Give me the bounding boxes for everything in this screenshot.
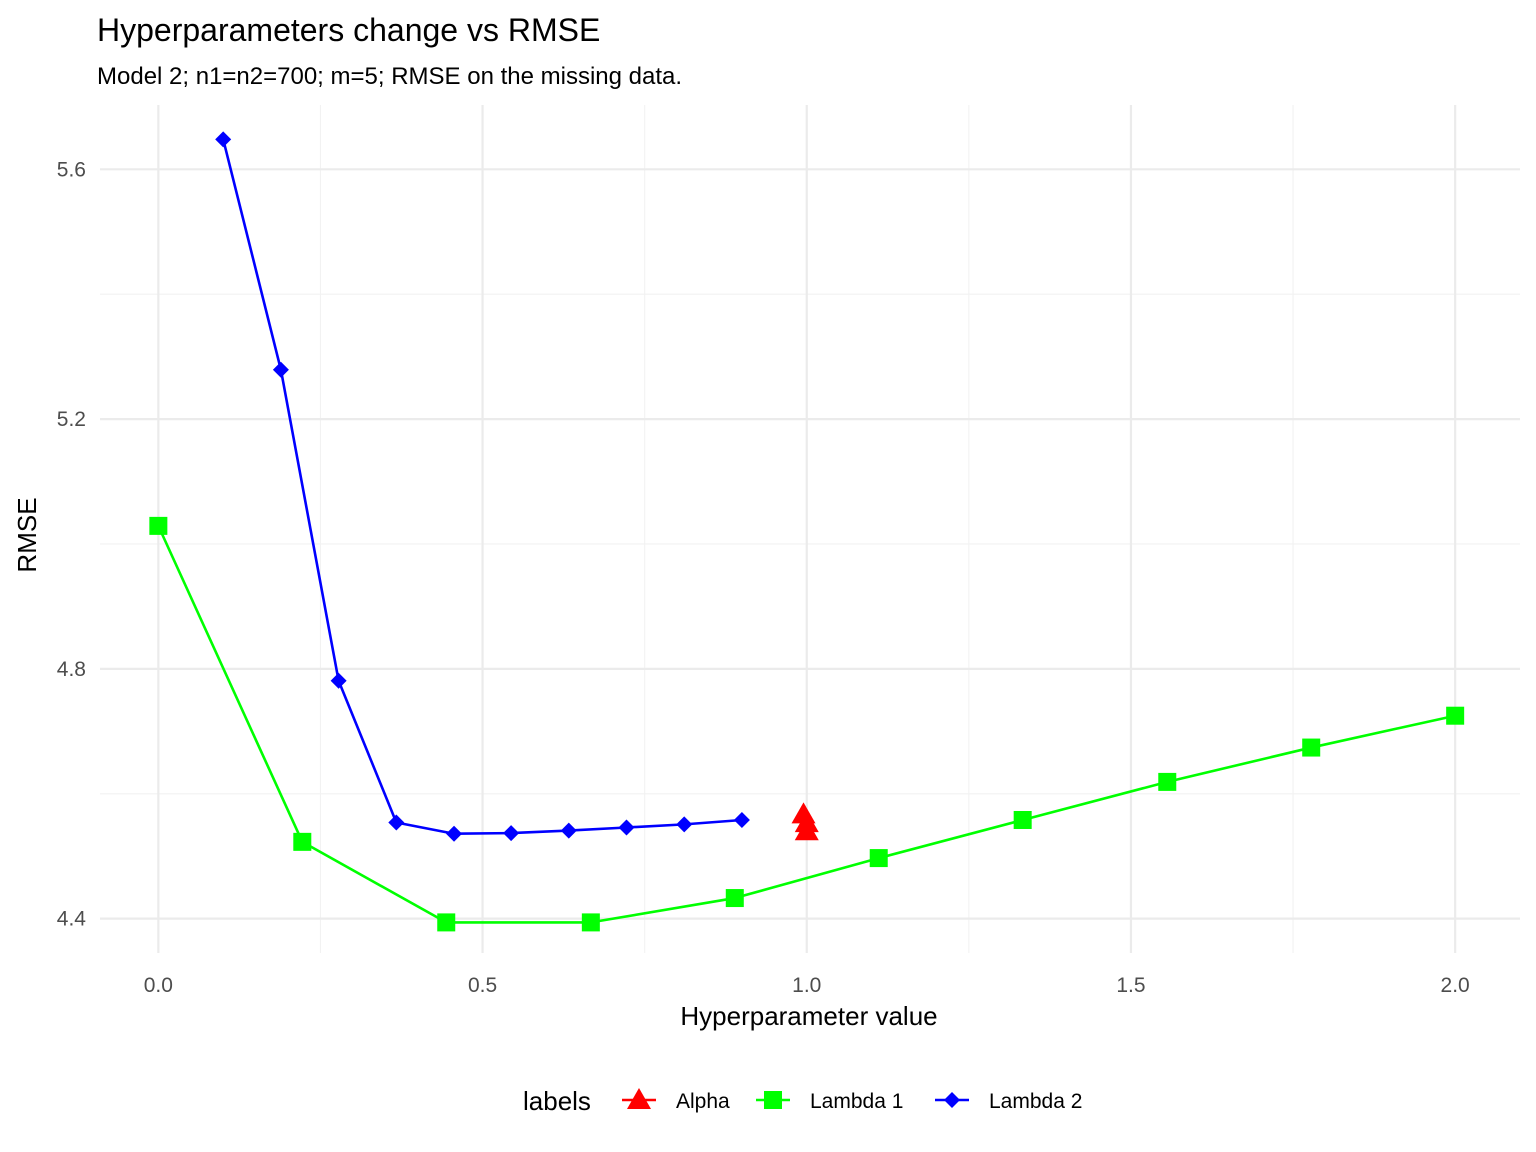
lambda-1-point	[1302, 738, 1321, 757]
y-tick-label: 5.6	[57, 158, 86, 181]
legend-label-lambda-1: Lambda 1	[810, 1090, 903, 1113]
x-tick-label: 2.0	[1441, 974, 1470, 997]
legend-key-lambda-2-marker	[944, 1092, 960, 1108]
alpha-point	[794, 819, 819, 841]
series-points	[149, 131, 1465, 932]
x-axis-tick-labels: 0.0 0.5 1.0 1.5 2.0	[144, 974, 1470, 997]
lambda-2-point	[446, 825, 463, 842]
chart-subtitle: Model 2; n1=n2=700; m=5; RMSE on the mis…	[97, 63, 682, 90]
lambda-2-point	[503, 825, 520, 842]
lambda-1-point	[293, 832, 312, 851]
lambda-2-line	[221, 139, 743, 836]
series-lines	[157, 139, 1456, 924]
legend-title: labels	[523, 1086, 591, 1116]
legend-label-lambda-2: Lambda 2	[989, 1090, 1082, 1113]
x-tick-label: 1.5	[1116, 974, 1145, 997]
y-tick-label: 4.8	[57, 658, 86, 681]
lambda-1-line	[157, 525, 1456, 924]
lambda-2-point	[215, 131, 232, 148]
lambda-2-point	[330, 672, 347, 689]
legend-key-lambda-1-marker	[764, 1091, 782, 1109]
x-tick-label: 0.0	[144, 974, 173, 997]
lambda-2-point	[560, 822, 577, 839]
x-axis-title: Hyperparameter value	[680, 1001, 937, 1031]
y-tick-label: 5.2	[57, 408, 86, 431]
legend-key-alpha-marker	[627, 1088, 651, 1109]
chart-title: Hyperparameters change vs RMSE	[97, 12, 600, 48]
lambda-1-point	[1446, 706, 1465, 725]
x-tick-label: 0.5	[468, 974, 497, 997]
legend-keys: Alpha Lambda 1 Lambda 2	[622, 1088, 1082, 1113]
lambda-2-point	[733, 811, 750, 828]
lambda-2-point	[676, 816, 693, 833]
lambda-2-point	[388, 814, 405, 831]
legend: labels Alpha Lambda 1 Lambda 2	[523, 1086, 1082, 1116]
grid-lines	[100, 105, 1520, 953]
lambda-1-point	[437, 913, 456, 932]
y-axis-title: RMSE	[12, 497, 42, 572]
lambda-1-point	[725, 889, 744, 908]
lambda-1-point	[1158, 772, 1177, 791]
y-tick-label: 4.4	[57, 908, 87, 931]
lambda-1-point	[1013, 810, 1032, 829]
lambda-1-point	[869, 849, 888, 868]
lambda-1-point	[581, 913, 600, 932]
lambda-1-point	[149, 516, 168, 535]
lambda-2-point	[272, 361, 289, 378]
lambda-2-point	[618, 819, 635, 836]
x-tick-label: 1.0	[792, 974, 821, 997]
legend-label-alpha: Alpha	[676, 1090, 730, 1113]
y-axis-tick-labels: 4.4 4.8 5.2 5.6	[57, 158, 87, 930]
